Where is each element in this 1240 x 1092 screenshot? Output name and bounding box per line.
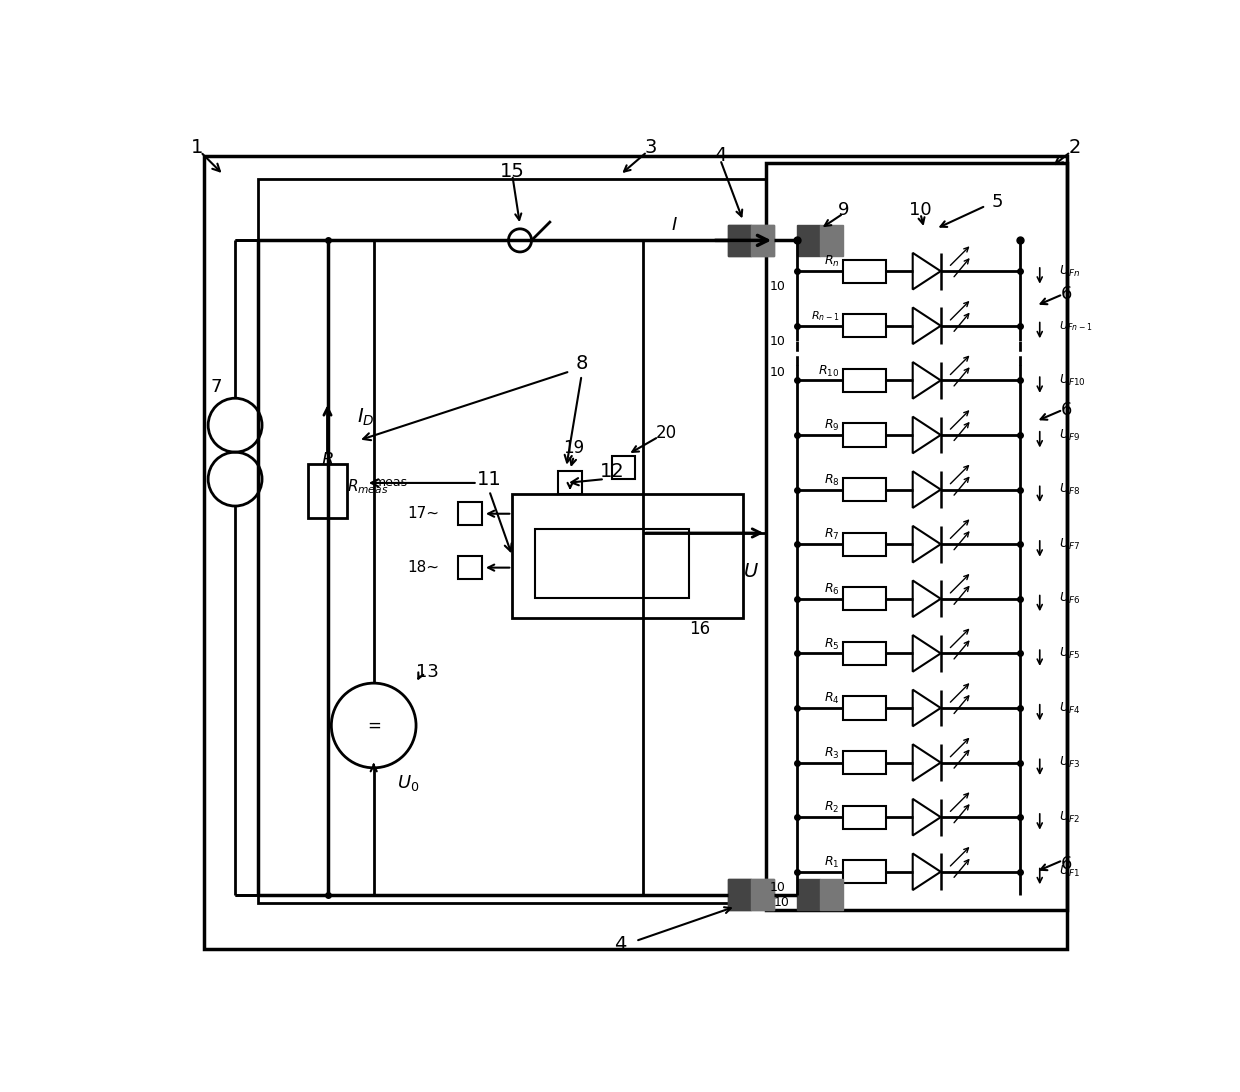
Text: 16: 16 xyxy=(689,620,711,638)
Bar xyxy=(751,879,774,911)
Bar xyxy=(558,472,582,495)
Bar xyxy=(751,225,774,256)
Bar xyxy=(613,456,635,479)
Bar xyxy=(843,424,885,447)
Bar xyxy=(843,751,885,774)
Text: 5: 5 xyxy=(992,193,1003,211)
Text: $R_{10}$: $R_{10}$ xyxy=(818,364,839,379)
Text: 6: 6 xyxy=(1061,285,1073,304)
Text: $R$: $R$ xyxy=(321,451,334,468)
Text: $R_{5}$: $R_{5}$ xyxy=(825,637,839,652)
Text: $R_{n-1}$: $R_{n-1}$ xyxy=(811,310,839,323)
Bar xyxy=(843,478,885,501)
Bar xyxy=(728,225,751,256)
Bar xyxy=(843,587,885,610)
Text: $U_{F8}$: $U_{F8}$ xyxy=(1059,482,1080,497)
Text: 10: 10 xyxy=(774,897,790,909)
Text: $R_{8}$: $R_{8}$ xyxy=(823,473,839,488)
Text: 4: 4 xyxy=(614,936,626,954)
Text: $U_{Fn-1}$: $U_{Fn-1}$ xyxy=(1059,319,1092,333)
Text: 9: 9 xyxy=(838,201,849,218)
Text: =: = xyxy=(367,716,381,735)
Text: 10: 10 xyxy=(770,280,786,293)
Bar xyxy=(843,369,885,392)
Text: $R_{7}$: $R_{7}$ xyxy=(825,527,839,543)
Text: U: U xyxy=(744,562,758,581)
Bar xyxy=(728,879,751,911)
Bar xyxy=(843,860,885,883)
Text: $R_{2}$: $R_{2}$ xyxy=(825,800,839,816)
Text: 4: 4 xyxy=(714,146,727,165)
Text: $R_{1}$: $R_{1}$ xyxy=(825,855,839,870)
Text: $U_0$: $U_0$ xyxy=(397,773,419,793)
Text: 3: 3 xyxy=(645,139,657,157)
Text: 8: 8 xyxy=(575,354,588,373)
Text: 10: 10 xyxy=(909,201,931,218)
Text: I: I xyxy=(671,216,677,234)
Text: 7: 7 xyxy=(210,378,222,395)
Text: $U_{Fn}$: $U_{Fn}$ xyxy=(1059,263,1080,278)
Bar xyxy=(728,879,751,911)
Text: 13: 13 xyxy=(417,663,439,680)
Bar xyxy=(309,464,347,518)
Text: 20: 20 xyxy=(656,424,677,442)
Text: $U_{F10}$: $U_{F10}$ xyxy=(1059,372,1086,388)
Text: $R_{3}$: $R_{3}$ xyxy=(825,746,839,761)
Bar xyxy=(258,179,766,903)
Bar xyxy=(843,806,885,829)
Text: 6: 6 xyxy=(1061,401,1073,418)
Text: 6: 6 xyxy=(1061,855,1073,874)
Text: $R_n$: $R_n$ xyxy=(823,254,839,270)
Text: 10: 10 xyxy=(770,880,786,893)
Bar xyxy=(766,164,1066,911)
Bar xyxy=(459,556,481,579)
Bar xyxy=(821,225,843,256)
Bar xyxy=(821,879,843,911)
Text: 12: 12 xyxy=(600,462,625,480)
Circle shape xyxy=(508,229,532,252)
Text: 18~: 18~ xyxy=(407,560,439,575)
Text: $R_{6}$: $R_{6}$ xyxy=(823,582,839,597)
Bar xyxy=(797,225,821,256)
Bar xyxy=(512,495,743,618)
Text: $U_{F5}$: $U_{F5}$ xyxy=(1059,645,1080,661)
Bar xyxy=(459,502,481,525)
Bar xyxy=(728,225,751,256)
Bar xyxy=(843,697,885,720)
Text: $U_{F1}$: $U_{F1}$ xyxy=(1059,864,1080,879)
Text: 1: 1 xyxy=(191,139,203,157)
Bar xyxy=(751,225,774,256)
Text: $U_{F7}$: $U_{F7}$ xyxy=(1059,536,1080,551)
Text: 19: 19 xyxy=(563,439,584,458)
Text: $R_{4}$: $R_{4}$ xyxy=(823,691,839,707)
Text: meas: meas xyxy=(373,476,408,489)
Text: $R_{9}$: $R_{9}$ xyxy=(825,418,839,434)
Bar xyxy=(797,879,821,911)
Text: 15: 15 xyxy=(500,162,525,180)
Bar xyxy=(843,260,885,283)
Text: $U_{F4}$: $U_{F4}$ xyxy=(1059,700,1080,715)
Text: 2: 2 xyxy=(1068,139,1080,157)
Text: 10: 10 xyxy=(770,366,786,379)
Bar xyxy=(843,533,885,556)
Text: 10: 10 xyxy=(770,334,786,347)
Text: $I_D$: $I_D$ xyxy=(357,407,374,428)
Bar xyxy=(843,642,885,665)
Text: 17~: 17~ xyxy=(407,507,439,521)
Bar xyxy=(843,314,885,337)
Text: $U_{F2}$: $U_{F2}$ xyxy=(1059,809,1080,824)
Text: $R_{meas}$: $R_{meas}$ xyxy=(347,477,388,496)
Text: 11: 11 xyxy=(477,470,501,488)
Bar xyxy=(536,530,689,598)
Text: $U_{F3}$: $U_{F3}$ xyxy=(1059,755,1080,770)
Text: $U_{F6}$: $U_{F6}$ xyxy=(1059,591,1080,606)
Bar xyxy=(751,879,774,911)
Text: $U_{F9}$: $U_{F9}$ xyxy=(1059,427,1080,442)
